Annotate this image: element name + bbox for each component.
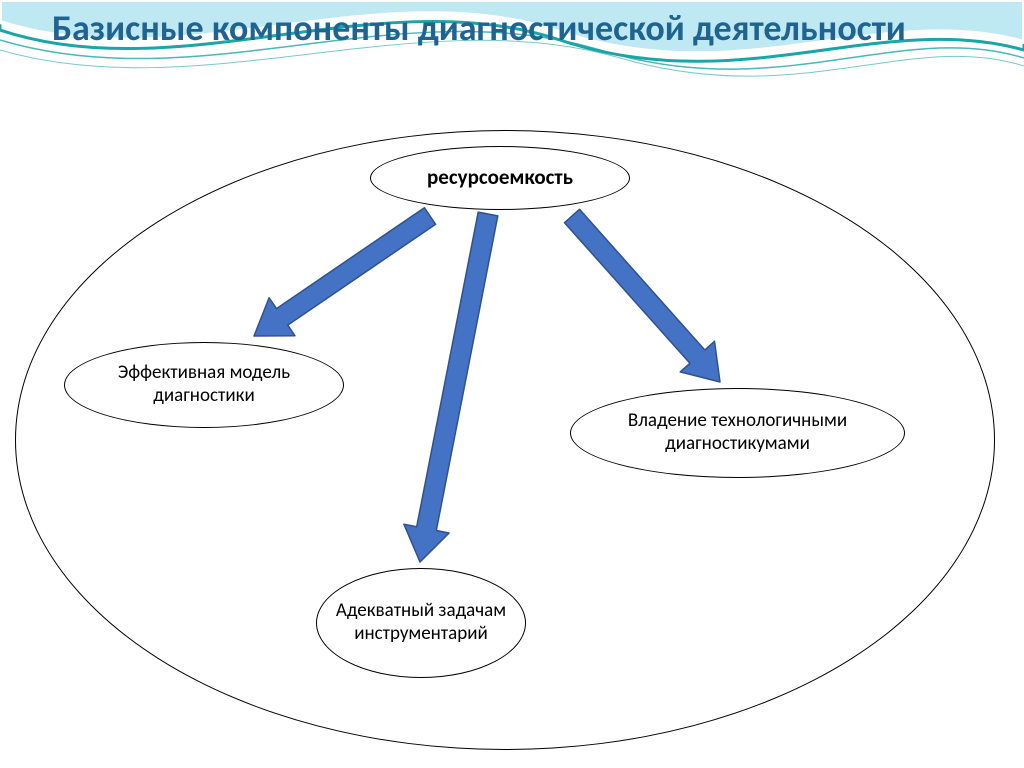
slide: Базисные компоненты диагностической деят…: [0, 0, 1024, 768]
node-root: ресурсоемкость: [370, 146, 630, 210]
node-root-label: ресурсоемкость: [427, 165, 573, 190]
node-left-label: Эффективная модель диагностики: [79, 362, 329, 408]
node-right: Владение технологичными диагностикумами: [570, 388, 905, 478]
node-right-label: Владение технологичными диагностикумами: [585, 410, 890, 456]
slide-title: Базисные компоненты диагностической деят…: [52, 8, 972, 49]
node-bottom: Адекватный задачам инструментарий: [316, 568, 526, 678]
node-left: Эффективная модель диагностики: [64, 342, 344, 428]
node-bottom-label: Адекватный задачам инструментарий: [331, 600, 511, 646]
